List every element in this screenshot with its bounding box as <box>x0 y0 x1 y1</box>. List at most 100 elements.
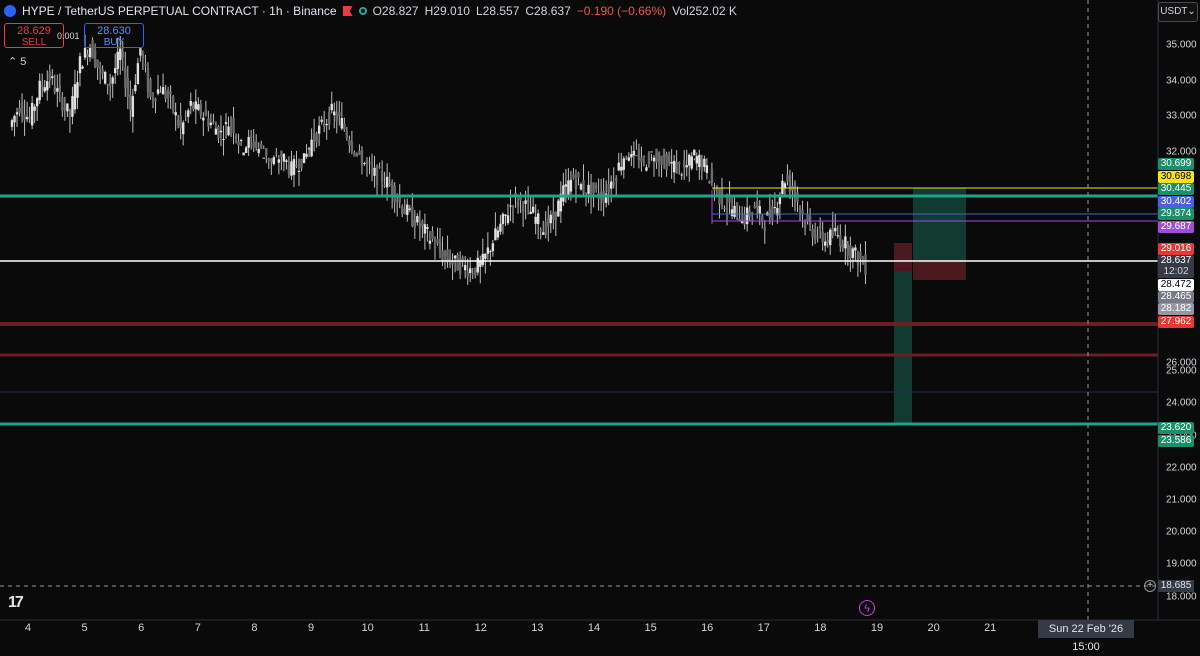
candle-body <box>13 115 16 123</box>
price-tick: 22.000 <box>1166 462 1197 474</box>
candle-body <box>521 205 525 213</box>
candle-body <box>612 182 615 185</box>
price-tick: 26.000 <box>1166 357 1197 369</box>
candle-body <box>219 130 223 133</box>
candle-body <box>534 216 537 224</box>
time-tick-19: 19 <box>870 622 884 634</box>
candle-body <box>491 243 495 252</box>
lightning-icon[interactable]: ϟ <box>859 600 875 616</box>
candle-body <box>864 254 867 276</box>
candle-body <box>411 206 414 227</box>
candle-body <box>544 222 547 236</box>
candle-body <box>695 156 698 164</box>
candle-body <box>68 110 72 118</box>
candle-body <box>396 200 399 202</box>
candle-body <box>504 214 507 216</box>
price-tick: 33.000 <box>1166 110 1197 122</box>
currency-label: USDT <box>1160 6 1188 17</box>
chevron-up-icon: ⌃ <box>8 56 18 68</box>
candle-body <box>818 225 822 229</box>
candle-body <box>119 48 122 61</box>
candle-body <box>536 213 540 225</box>
symbol-title[interactable]: HYPE / TetherUS PERPETUAL CONTRACT · 1h … <box>22 4 337 18</box>
candle-body <box>700 159 704 171</box>
volume: Vol252.02 K <box>672 4 737 18</box>
buy-button[interactable]: 28.630 BUY <box>84 23 144 48</box>
candle-body <box>380 171 384 182</box>
candle-body <box>778 196 782 205</box>
candle-body <box>461 257 464 262</box>
candle-body <box>781 180 784 194</box>
flag-icon[interactable] <box>342 6 353 16</box>
candle-body <box>670 162 673 164</box>
candle-body <box>735 202 739 207</box>
price-tick: 19.000 <box>1166 558 1197 570</box>
add-alert-icon[interactable]: + <box>1144 580 1156 592</box>
short-profit-zone <box>894 271 912 423</box>
candle-body <box>433 247 437 249</box>
candle-body <box>350 141 354 152</box>
tradingview-logo-icon[interactable]: 17 <box>8 594 24 611</box>
buy-price: 28.630 <box>97 25 131 37</box>
candle-body <box>227 126 230 136</box>
candle-body <box>615 177 618 182</box>
candle-body <box>489 251 492 253</box>
candle-body <box>131 96 135 117</box>
candle-body <box>542 232 545 235</box>
price-chart[interactable] <box>0 0 1200 639</box>
candle-body <box>431 231 434 240</box>
currency-selector[interactable]: USDT⌄ <box>1158 2 1198 22</box>
price-tick: 21.000 <box>1166 494 1197 506</box>
candle-body <box>345 130 349 139</box>
candle-body <box>740 221 744 224</box>
candle-body <box>136 63 140 85</box>
price-tag-label: 29.874 <box>1158 208 1194 220</box>
candle-body <box>116 51 119 69</box>
candle-body <box>756 201 759 208</box>
candle-body <box>486 247 490 254</box>
candle-body <box>834 227 837 232</box>
candle-body <box>524 200 527 204</box>
candle-body <box>81 66 84 69</box>
candle-body <box>798 207 802 211</box>
sell-button[interactable]: 28.629 SELL <box>4 23 64 48</box>
short-loss-zone <box>894 243 912 271</box>
candle-body <box>841 244 845 248</box>
price-tag-label: 29.016 <box>1158 243 1194 255</box>
price-tag-label: 12:02 <box>1158 266 1194 278</box>
candle-body <box>355 153 359 157</box>
time-tick-14: 14 <box>587 622 601 634</box>
candle-body <box>353 152 356 157</box>
candle-body <box>398 196 401 203</box>
candle-body <box>516 201 520 207</box>
candle-body <box>146 67 150 92</box>
candle-body <box>126 77 130 97</box>
candle-body <box>705 165 709 173</box>
candle-body <box>378 166 381 168</box>
candle-body <box>38 80 41 101</box>
candle-body <box>469 268 472 274</box>
candle-body <box>725 209 729 211</box>
buy-label: BUY <box>103 37 125 48</box>
time-tick-10: 10 <box>361 622 374 634</box>
spread-value: 0.001 <box>57 31 80 41</box>
candle-body <box>176 119 180 126</box>
candle-body <box>501 213 505 224</box>
price-tag-label: 30.402 <box>1158 196 1194 208</box>
candle-body <box>647 152 651 165</box>
candle-body <box>531 206 535 213</box>
candle-body <box>129 94 132 110</box>
candle-body <box>307 148 311 150</box>
candle-body <box>103 71 107 84</box>
candle-body <box>844 236 847 249</box>
candle-body <box>738 218 741 221</box>
candle-body <box>771 206 774 221</box>
candle-body <box>151 98 155 101</box>
candle-body <box>657 152 661 162</box>
indicators-toggle[interactable]: ⌃ 5 <box>8 55 26 68</box>
candle-body <box>212 121 215 123</box>
candle-body <box>793 183 797 195</box>
time-tick-18: 18 <box>814 622 827 634</box>
candle-body <box>645 167 648 171</box>
candle-body <box>156 89 160 94</box>
